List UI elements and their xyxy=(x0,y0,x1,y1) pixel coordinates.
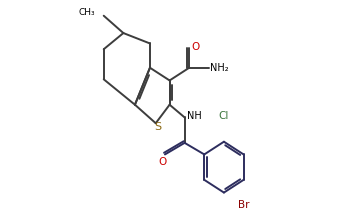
Text: S: S xyxy=(154,122,161,132)
Text: NH: NH xyxy=(187,111,202,121)
Text: Cl: Cl xyxy=(219,111,229,121)
Text: O: O xyxy=(191,42,199,52)
Text: Br: Br xyxy=(238,200,249,210)
Text: CH₃: CH₃ xyxy=(79,8,96,17)
Text: O: O xyxy=(158,157,166,167)
Text: NH₂: NH₂ xyxy=(210,63,229,73)
